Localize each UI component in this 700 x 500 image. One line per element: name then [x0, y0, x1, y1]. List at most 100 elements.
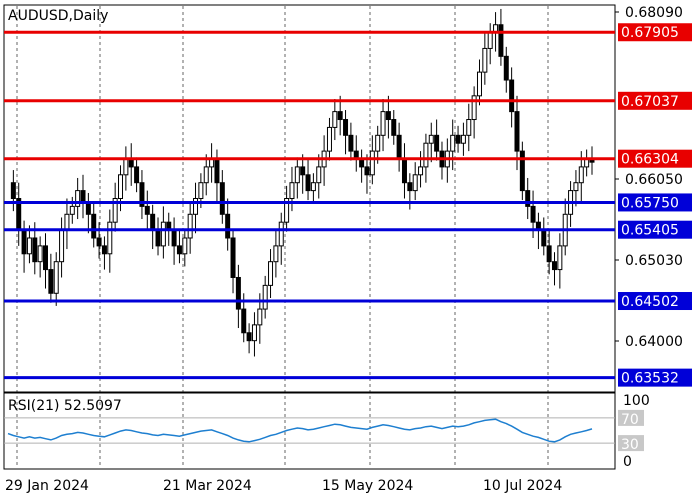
candle-body: [160, 221, 166, 247]
rsi-level-tag: [618, 435, 644, 452]
candle-body: [225, 213, 231, 239]
candle-body: [284, 198, 290, 223]
candle-body: [310, 182, 316, 192]
candle-body: [134, 166, 140, 184]
candle-body: [203, 166, 209, 184]
candle-body: [541, 229, 547, 247]
candle-body: [96, 237, 102, 247]
candle-body: [482, 47, 488, 73]
candle-body: [262, 284, 268, 310]
rsi-level-tag: [618, 409, 644, 426]
x-tick-label: 10 Jul 2024: [483, 478, 562, 494]
level-tag: [618, 220, 692, 239]
candle-body: [257, 308, 263, 326]
level-tag: [618, 91, 692, 110]
candle-body: [219, 182, 225, 215]
candle-body: [69, 205, 75, 215]
candle-body: [466, 119, 472, 136]
candle-body: [418, 166, 424, 176]
level-tag: [618, 193, 692, 212]
candle-body: [391, 119, 397, 136]
candle-body: [176, 245, 182, 255]
rsi-level-label: 70: [621, 412, 639, 428]
candlestick-series: [10, 8, 595, 357]
candle-body: [209, 158, 215, 168]
candle-body: [369, 150, 375, 176]
level-tag: [618, 149, 692, 168]
candle-body: [214, 158, 220, 184]
candle-body: [187, 213, 193, 239]
candle-body: [75, 190, 81, 207]
candle-body: [557, 245, 563, 271]
y-tick-label: 0.64000: [625, 334, 683, 350]
candle-body: [509, 79, 515, 113]
candle-body: [530, 205, 536, 223]
candle-body: [32, 237, 38, 263]
rsi-line: [7, 418, 593, 443]
candle-body: [112, 198, 118, 223]
candle-body: [455, 134, 461, 144]
candle-body: [375, 134, 381, 152]
candle-body: [337, 111, 343, 121]
candle-body: [246, 332, 252, 342]
candle-body: [305, 174, 311, 192]
candle-body: [434, 134, 440, 152]
candle-body: [423, 142, 429, 168]
main-plot-frame: [3, 4, 616, 393]
candle-body: [85, 201, 91, 215]
candle-body: [498, 24, 504, 57]
candle-body: [241, 308, 247, 334]
candle-body: [578, 166, 584, 184]
candle-body: [573, 182, 579, 192]
candle-body: [401, 158, 407, 184]
candle-body: [460, 134, 466, 144]
candle-body: [107, 221, 113, 255]
price-axis: 0.68090 0.66050 0.65030 0.64000: [615, 5, 683, 350]
candle-body: [359, 158, 365, 168]
x-tick-label: 15 May 2024: [322, 478, 413, 494]
level-label: 0.65405: [621, 223, 679, 239]
level-label: 0.63532: [621, 371, 679, 387]
candle-body: [235, 276, 241, 310]
candle-body: [139, 182, 145, 207]
candle-body: [193, 198, 199, 215]
candle-body: [268, 261, 274, 286]
level-label: 0.66304: [621, 152, 679, 168]
level-label: 0.64502: [621, 294, 679, 310]
candle-body: [230, 237, 236, 278]
candle-body: [471, 95, 477, 121]
candle-body: [584, 158, 590, 168]
candle-body: [64, 213, 70, 231]
candle-body: [278, 221, 284, 247]
candle-body: [348, 134, 354, 152]
x-tick-label: 29 Jan 2024: [5, 478, 89, 494]
candle-body: [26, 237, 32, 255]
level-label: 0.67905: [621, 25, 679, 41]
candle-body: [182, 237, 188, 255]
rsi-axis-label: 0: [623, 454, 632, 470]
candle-body: [144, 205, 150, 215]
rsi-label: RSI(21) 52.5097: [8, 398, 122, 414]
candle-body: [150, 213, 156, 231]
candle-body: [128, 158, 134, 168]
candle-body: [412, 174, 418, 192]
x-tick-label: 21 Mar 2024: [163, 478, 252, 494]
candle-body: [380, 111, 386, 136]
rsi-plot-frame: [3, 392, 616, 470]
candle-body: [118, 174, 124, 199]
candle-body: [294, 166, 300, 184]
candle-body: [551, 261, 557, 271]
candle-body: [396, 134, 402, 160]
level-label: 0.67037: [621, 94, 679, 110]
candle-body: [316, 166, 322, 184]
y-tick-label: 0.66050: [625, 172, 683, 188]
level-label: 0.65750: [621, 195, 679, 211]
candle-body: [332, 111, 338, 128]
candle-body: [10, 182, 16, 200]
candle-body: [21, 229, 27, 255]
candle-body: [343, 119, 349, 136]
candle-body: [385, 111, 391, 121]
candle-body: [326, 126, 332, 152]
candle-body: [59, 229, 65, 263]
level-tag: [618, 23, 692, 42]
